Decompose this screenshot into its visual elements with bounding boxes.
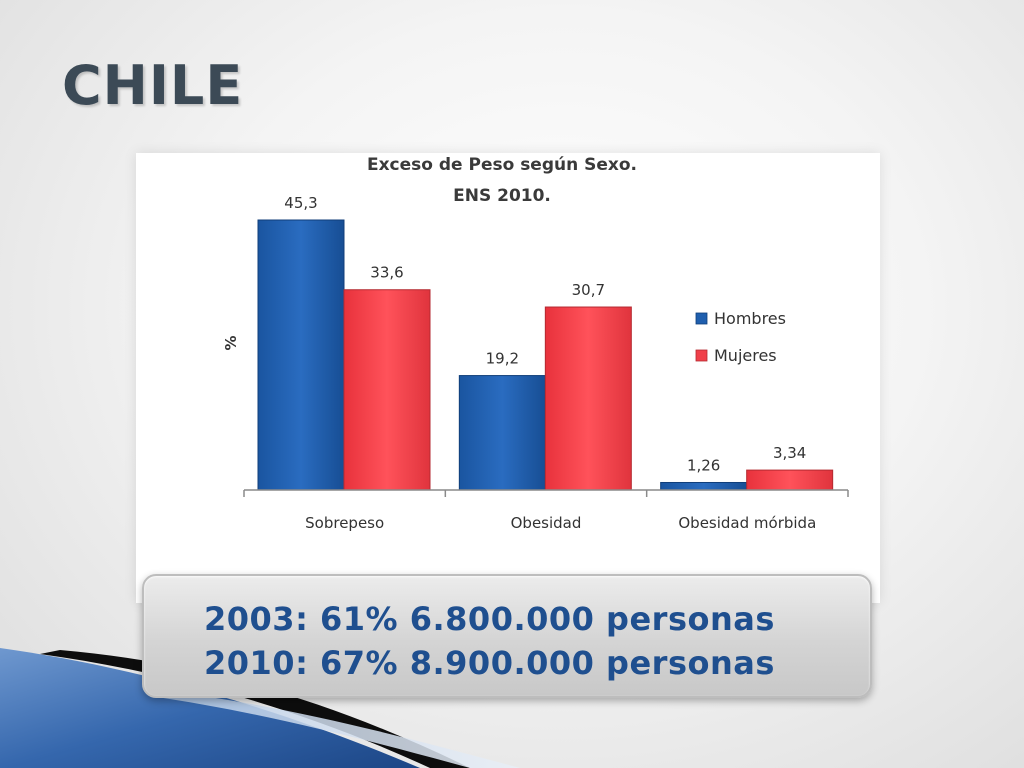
data-label-mujeres-1: 33,6 <box>370 264 403 282</box>
chart-title-line-1: Exceso de Peso según Sexo. <box>367 155 637 175</box>
bar-hombres-3 <box>660 481 748 491</box>
chart-title-line-2: ENS 2010. <box>453 186 551 206</box>
bar-mujeres-3 <box>746 469 834 491</box>
data-label-hombres-1: 45,3 <box>284 194 317 212</box>
slide-title: CHILE <box>62 54 244 117</box>
stats-line-2003: 2003: 61% 6.800.000 personas <box>204 600 775 638</box>
legend-label-mujeres: Mujeres <box>714 346 777 365</box>
stats-line-2010: 2010: 67% 8.900.000 personas <box>204 644 775 682</box>
data-label-mujeres-3: 3,34 <box>773 444 806 462</box>
bar-mujeres-2 <box>544 306 632 491</box>
data-label-mujeres-2: 30,7 <box>572 281 605 299</box>
data-label-hombres-3: 1,26 <box>687 456 720 474</box>
category-label-1: Sobrepeso <box>305 514 384 532</box>
bar-mujeres-1 <box>343 289 431 491</box>
chart-panel: Exceso de Peso según Sexo. ENS 2010. % 4… <box>136 153 880 603</box>
category-label-2: Obesidad <box>511 514 582 532</box>
stats-callout: 2003: 61% 6.800.000 personas 2010: 67% 8… <box>142 574 872 698</box>
legend-swatch-mujeres <box>695 349 708 362</box>
bar-hombres-1 <box>257 219 345 491</box>
y-axis-label: % <box>222 335 240 350</box>
legend-label-hombres: Hombres <box>714 309 786 328</box>
bar-hombres-2 <box>458 375 546 491</box>
bar-chart: Exceso de Peso según Sexo. ENS 2010. % 4… <box>222 155 849 532</box>
category-label-3: Obesidad mórbida <box>678 514 816 532</box>
data-label-hombres-2: 19,2 <box>486 350 519 368</box>
legend-swatch-hombres <box>695 312 708 325</box>
